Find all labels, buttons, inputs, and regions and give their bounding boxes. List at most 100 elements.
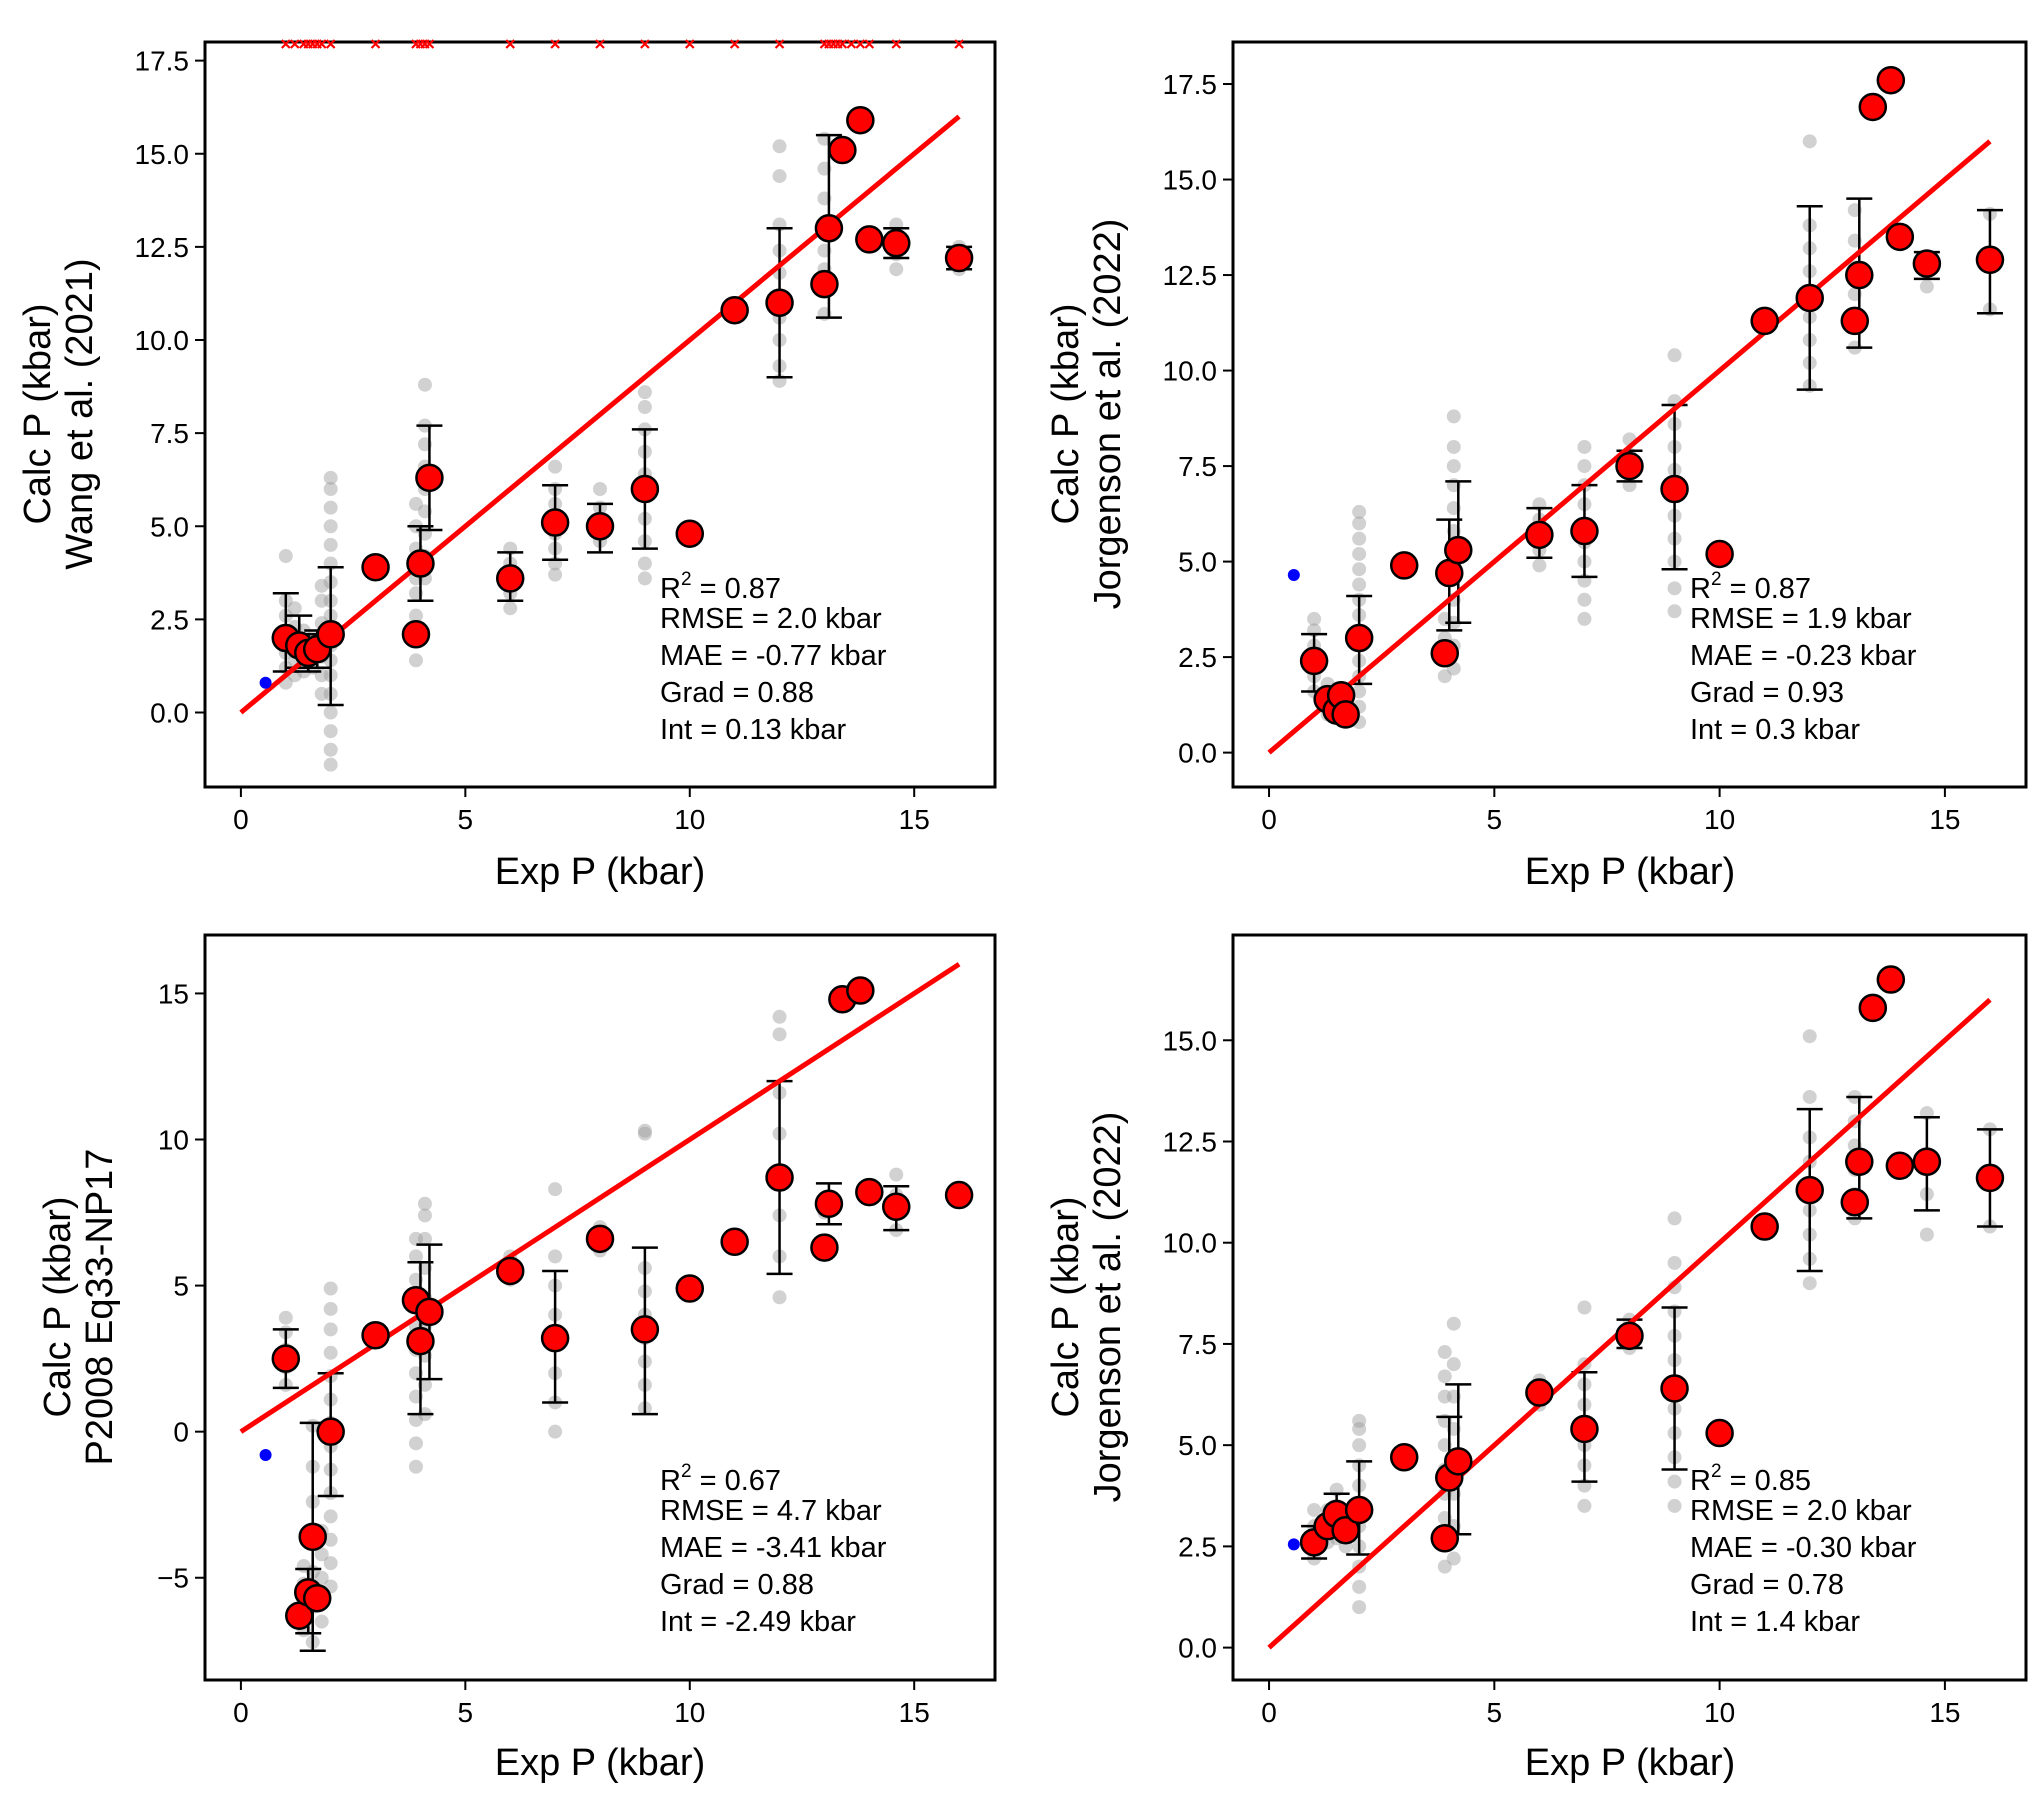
- offscale-marker: [505, 39, 516, 49]
- mean-point: [882, 1192, 911, 1221]
- stat-r2-value: = 0.85: [1722, 1465, 1812, 1497]
- stat-r2-superscript: 2: [681, 1461, 692, 1482]
- replicate-point: [323, 1301, 338, 1316]
- mean-point: [1845, 1147, 1874, 1176]
- replicate-point: [1446, 439, 1461, 454]
- mean-point: [1660, 1374, 1689, 1403]
- x-ticks: 0 5 10 15: [233, 787, 930, 835]
- replicate-point: [772, 169, 787, 184]
- plot-frame: [203, 933, 997, 1682]
- replicate-point: [1352, 1600, 1367, 1615]
- blue-reference-point: [259, 676, 272, 689]
- replicate-point: [278, 549, 293, 564]
- mean-point: [1912, 249, 1942, 278]
- replicate-point: [314, 1614, 329, 1629]
- replicate-point: [314, 593, 329, 608]
- stat-r2-symbol: R: [660, 573, 681, 605]
- y-ticks: 0.0 2.5 5.0 7.5 10.0 12.5 15.0 17.5: [135, 46, 205, 729]
- offscale-marker: [424, 39, 435, 49]
- y-tick-label: 15.0: [135, 139, 190, 170]
- stat-r2-value: = 0.87: [1722, 573, 1812, 605]
- error-bars: [272, 1079, 910, 1653]
- y-tick-label: 2.5: [1178, 642, 1217, 673]
- mean-points: [271, 976, 974, 1630]
- mean-point: [675, 1274, 705, 1303]
- mean-point: [1975, 1163, 2005, 1193]
- replicate-point: [314, 686, 329, 701]
- replicate-point: [1446, 1551, 1461, 1566]
- mean-point: [1795, 283, 1824, 313]
- replicate-point: [637, 400, 652, 415]
- mean-point: [495, 1256, 525, 1286]
- mean-point: [1389, 1443, 1419, 1472]
- x-ticks: 0 5 10 15: [233, 1680, 930, 1728]
- x-tick-label: 10: [674, 804, 705, 835]
- stat-grad: Grad = 0.78: [1690, 1569, 1844, 1601]
- x-axis-label: Exp P (kbar): [1525, 851, 1735, 893]
- replicate-point: [314, 578, 329, 593]
- mean-point: [361, 1321, 390, 1350]
- replicate-point: [1667, 1211, 1682, 1226]
- stat-r2: R2 = 0.87: [660, 569, 781, 605]
- y-axis-label-secondary: Jorgenson et al. (2022): [1087, 219, 1129, 610]
- replicate-point: [548, 459, 563, 474]
- replicate-point: [1437, 1559, 1452, 1574]
- stat-mae: MAE = -0.30 kbar: [1690, 1532, 1917, 1564]
- replicate-point: [287, 601, 302, 616]
- y-tick-label: 5.0: [150, 511, 189, 542]
- replicate-point: [323, 1509, 338, 1524]
- mean-point: [1525, 520, 1554, 550]
- mean-point: [361, 552, 390, 582]
- replicate-point: [408, 1249, 423, 1264]
- mean-point: [846, 105, 875, 135]
- replicate-point: [1352, 1421, 1367, 1436]
- mean-point: [630, 1315, 660, 1344]
- replicate-point: [323, 500, 338, 515]
- mean-point: [814, 214, 844, 243]
- mean-point: [1615, 451, 1644, 481]
- replicate-point: [1352, 562, 1367, 577]
- mean-point: [765, 288, 794, 317]
- replicate-point: [1307, 1502, 1322, 1517]
- fit-line: [239, 962, 961, 1434]
- mean-point: [1299, 646, 1329, 676]
- stat-grad: Grad = 0.88: [660, 1569, 814, 1601]
- stat-mae: MAE = -0.77 kbar: [660, 640, 887, 672]
- replicate-point: [323, 470, 338, 485]
- x-tick-label: 5: [1487, 1697, 1503, 1728]
- replicate-point: [323, 1556, 338, 1571]
- replicate-point: [408, 1459, 423, 1474]
- mean-point: [298, 1522, 327, 1552]
- replicate-point: [408, 1231, 423, 1246]
- replicate-point: [1352, 1413, 1367, 1428]
- panel-bottom-right: 0 5 10 15 0.0 2.5 5.0 7.5 10.0 12.5 15.0 Exp P (k…: [1045, 933, 2028, 1784]
- y-tick-label: 10.0: [1163, 1228, 1218, 1259]
- mean-point: [1876, 965, 1906, 994]
- mean-point: [585, 512, 615, 541]
- replicate-point: [314, 1570, 329, 1585]
- x-tick-label: 15: [899, 804, 930, 835]
- stats-box: R2 = 0.67 RMSE = 4.7 kbar MAE = -3.41 kb…: [660, 1461, 887, 1638]
- offscale-markers: [281, 39, 964, 49]
- replicate-point: [1667, 604, 1682, 619]
- y-tick-label: 15.0: [1163, 1025, 1218, 1056]
- offscale-marker: [855, 39, 866, 49]
- offscale-marker: [316, 39, 327, 49]
- mean-points: [271, 105, 974, 668]
- stat-int: Int = 0.13 kbar: [660, 714, 847, 746]
- replicate-point: [323, 705, 338, 720]
- replicate-point: [408, 653, 423, 668]
- mean-point: [1885, 1151, 1915, 1181]
- blue-reference-point: [1287, 568, 1300, 581]
- replicate-point: [548, 1182, 563, 1197]
- replicate-point: [1802, 1029, 1817, 1044]
- mean-point: [855, 1177, 884, 1207]
- y-tick-label: 12.5: [1163, 260, 1218, 291]
- mean-point: [302, 1583, 332, 1613]
- replicate-point: [1446, 409, 1461, 424]
- offscale-marker: [289, 39, 300, 49]
- x-tick-label: 10: [1704, 804, 1735, 835]
- x-tick-label: 15: [1929, 804, 1960, 835]
- blue-point: [1287, 1538, 1300, 1551]
